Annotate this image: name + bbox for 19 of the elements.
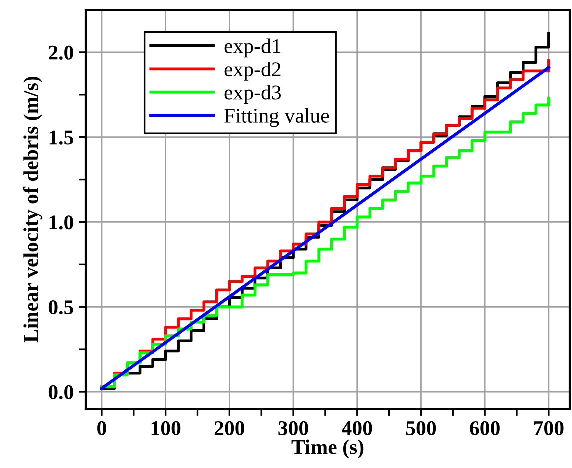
- x-tick-label: 700: [534, 421, 564, 436]
- x-tick-label: 200: [214, 421, 244, 436]
- legend-label: exp-d1: [224, 38, 281, 58]
- x-tick-label: 500: [406, 421, 436, 436]
- y-tick-label: 0.5: [48, 300, 74, 315]
- y-tick-label: 1.0: [50, 216, 74, 230]
- y-tick-label: 2.0: [49, 46, 74, 60]
- y-tick-label: 0.0: [48, 385, 74, 400]
- x-tick-label: 0: [98, 421, 106, 436]
- legend-label: Fitting value: [224, 108, 330, 128]
- x-axis-title: Time (s): [292, 440, 364, 459]
- x-tick-label: 300: [278, 421, 308, 436]
- y-tick-label: 1.5: [50, 130, 74, 145]
- x-tick-label: 600: [470, 421, 500, 436]
- y-axis-title: Linear velocity of debris (m/s): [23, 76, 43, 343]
- legend-label: exp-d2: [224, 62, 281, 81]
- x-tick-label: 100: [152, 421, 181, 436]
- x-tick-label: 400: [342, 421, 372, 436]
- legend-label: exp-d3: [224, 85, 282, 104]
